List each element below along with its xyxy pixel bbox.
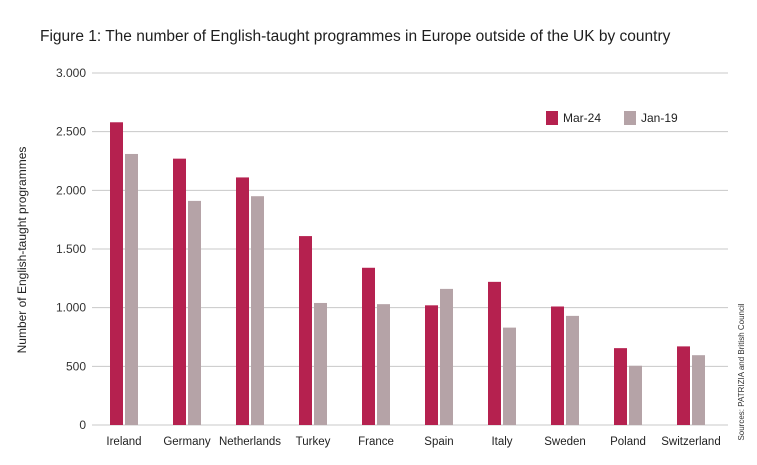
bar-jan-19-sweden [566, 315, 579, 425]
y-tick-label: 0 [79, 418, 86, 432]
bar-jan-19-turkey [314, 302, 327, 425]
bar-mar-24-netherlands [236, 177, 249, 425]
bar-mar-24-switzerland [677, 346, 690, 425]
bar-mar-24-turkey [299, 236, 312, 425]
bar-mar-24-spain [425, 305, 438, 425]
bar-jan-19-spain [440, 288, 453, 425]
x-category-label: Switzerland [661, 436, 720, 448]
bar-mar-24-sweden [551, 306, 564, 425]
bar-jan-19-poland [629, 365, 642, 425]
x-axis-categories: Ireland Germany Netherlands Turkey France Spa… [106, 436, 720, 448]
bar-jan-19-ireland [125, 153, 138, 425]
y-tick-label: 2.000 [56, 183, 86, 197]
legend-label: Jan-19 [641, 111, 678, 125]
x-category-label: Netherlands [219, 436, 281, 448]
x-category-label: Sweden [544, 436, 586, 448]
source-note: Sources: PATRIZIA and British Council [737, 303, 746, 440]
bar-mar-24-ireland [110, 122, 123, 425]
legend: Mar-24 Jan-19 [546, 111, 678, 125]
y-tick-label: 3.000 [56, 66, 86, 80]
y-axis-ticks: 0 500 1.000 1.500 2.000 2.500 3.000 [56, 66, 86, 432]
bar-mar-24-germany [173, 158, 186, 426]
legend-swatch [624, 111, 636, 125]
legend-swatch [546, 111, 558, 125]
bar-jan-19-netherlands [251, 196, 264, 425]
bar-mar-24-italy [488, 281, 501, 425]
x-category-label: France [358, 436, 394, 448]
y-tick-label: 500 [66, 359, 86, 373]
x-category-label: Ireland [106, 436, 141, 448]
bar-jan-19-germany [188, 200, 201, 425]
y-tick-label: 1.500 [56, 242, 86, 256]
bar-jan-19-france [377, 304, 390, 425]
y-tick-label: 1.000 [56, 301, 86, 315]
legend-label: Mar-24 [563, 111, 601, 125]
x-category-label: Poland [610, 436, 646, 448]
x-category-label: Spain [424, 436, 453, 448]
x-category-label: Germany [163, 436, 211, 448]
x-category-label: Turkey [296, 436, 331, 448]
bar-jan-19-italy [503, 327, 516, 425]
bar-jan-19-switzerland [692, 355, 705, 425]
bar-mar-24-france [362, 267, 375, 425]
bars [110, 122, 705, 426]
y-tick-label: 2.500 [56, 125, 86, 139]
x-category-label: Italy [491, 436, 512, 448]
bar-mar-24-poland [614, 348, 627, 425]
y-axis-label: Number of English-taught programmes [15, 147, 29, 354]
chart-title: Figure 1: The number of English-taught p… [40, 28, 671, 45]
